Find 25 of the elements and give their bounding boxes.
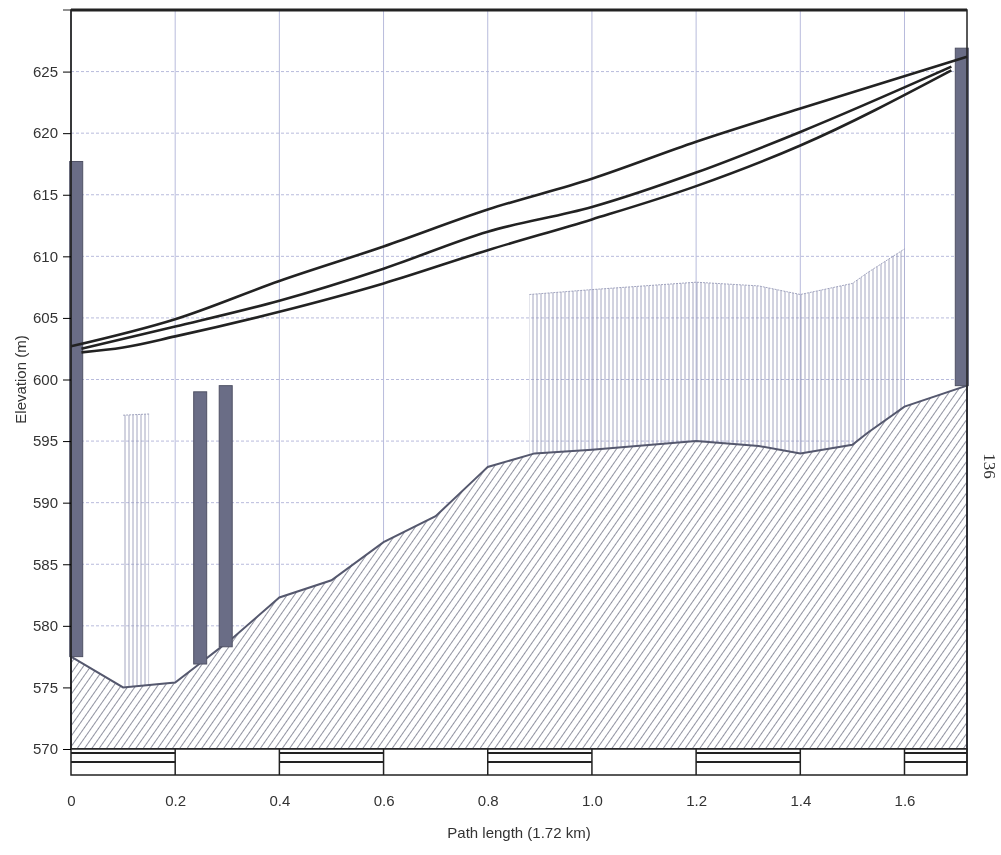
y-axis-title: Elevation (m) [12,335,29,424]
bar [193,391,208,665]
x-tick-label: 1.4 [790,791,812,809]
y-tick-label: 595 [32,432,58,450]
text: 136 [980,453,999,479]
y-tick-label: 590 [32,493,58,511]
y-tick-label: 625 [32,62,58,80]
x-tick-label: 0.8 [477,791,499,809]
x-tick-label: 1.2 [686,791,708,809]
y-tick-label: 570 [32,740,58,758]
y-tick-label: 585 [32,555,58,573]
x-tick-label: 0.4 [269,791,291,809]
x-tick-label: 0 [67,791,76,809]
x-tick-label: 0.2 [165,791,187,809]
x-axis-title: Path length (1.72 km) [447,824,591,841]
x-tick-label: 0.6 [373,791,395,809]
y-tick-label: 575 [32,678,58,696]
y-tick-label: 615 [32,186,58,204]
y-tick-label: 600 [32,370,58,388]
y-tick-label: 620 [32,124,58,142]
y-tick-label: 605 [32,309,58,327]
x-tick-label: 1.0 [582,791,603,809]
y-tick-label: 580 [32,617,58,635]
y-tick-label: 610 [32,247,58,265]
x-tick-label: 1.6 [894,791,916,809]
